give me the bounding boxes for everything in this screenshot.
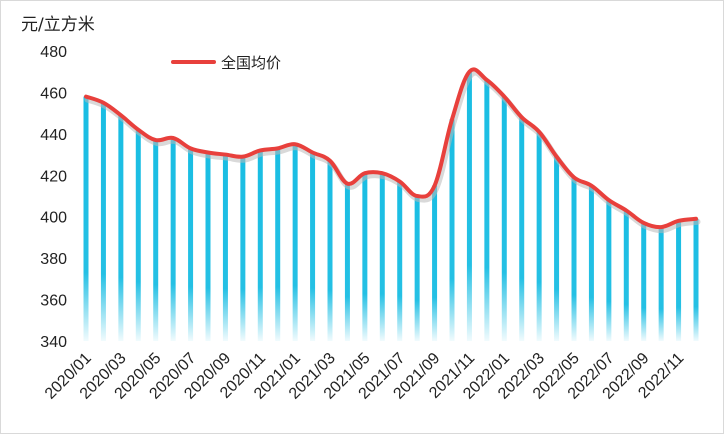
y-unit-label: 元/立方米 (21, 15, 95, 35)
legend-label: 全国均价 (221, 54, 281, 72)
y-tick-label: 480 (40, 44, 67, 61)
bar (100, 102, 106, 342)
bar (222, 154, 228, 341)
bar (379, 173, 385, 341)
bar (623, 210, 629, 341)
bar (571, 177, 577, 341)
bar (519, 117, 525, 342)
bar (588, 185, 594, 341)
bar (275, 148, 281, 341)
bar (501, 96, 507, 341)
bar (362, 173, 368, 341)
bar (676, 220, 682, 341)
bar (135, 129, 141, 341)
bar (641, 222, 647, 341)
y-axis-ticks: 340 360 380 400 420 440 460 480 (40, 44, 67, 351)
bar (536, 131, 542, 341)
x-axis-ticks: 2020/012020/032020/052020/072020/092020/… (42, 350, 688, 403)
bar (344, 183, 350, 341)
bar (83, 96, 89, 341)
bar (153, 140, 159, 341)
series-line (84, 67, 698, 230)
bar (449, 119, 455, 341)
y-tick-label: 360 (40, 293, 67, 310)
bar (257, 150, 263, 341)
bar (432, 185, 438, 341)
bar (554, 156, 560, 341)
bar (466, 71, 472, 341)
y-tick-label: 380 (40, 251, 67, 268)
bar (658, 227, 664, 341)
bars (83, 71, 699, 342)
line-shadow (84, 69, 701, 234)
legend: 全国均价 (171, 54, 281, 72)
bar (118, 115, 124, 341)
bar (484, 80, 490, 341)
y-tick-label: 420 (40, 168, 67, 185)
y-tick-label: 460 (40, 85, 67, 102)
bar (205, 152, 211, 341)
bar (397, 181, 403, 341)
bar (327, 160, 333, 341)
bar (170, 138, 176, 341)
bar (606, 200, 612, 341)
bar (292, 144, 298, 341)
bar (188, 148, 194, 341)
y-tick-label: 440 (40, 127, 67, 144)
y-tick-label: 340 (40, 334, 67, 351)
bar (310, 152, 316, 341)
bar (240, 156, 246, 341)
bar (414, 196, 420, 341)
y-tick-label: 400 (40, 210, 67, 227)
bar (693, 218, 699, 341)
